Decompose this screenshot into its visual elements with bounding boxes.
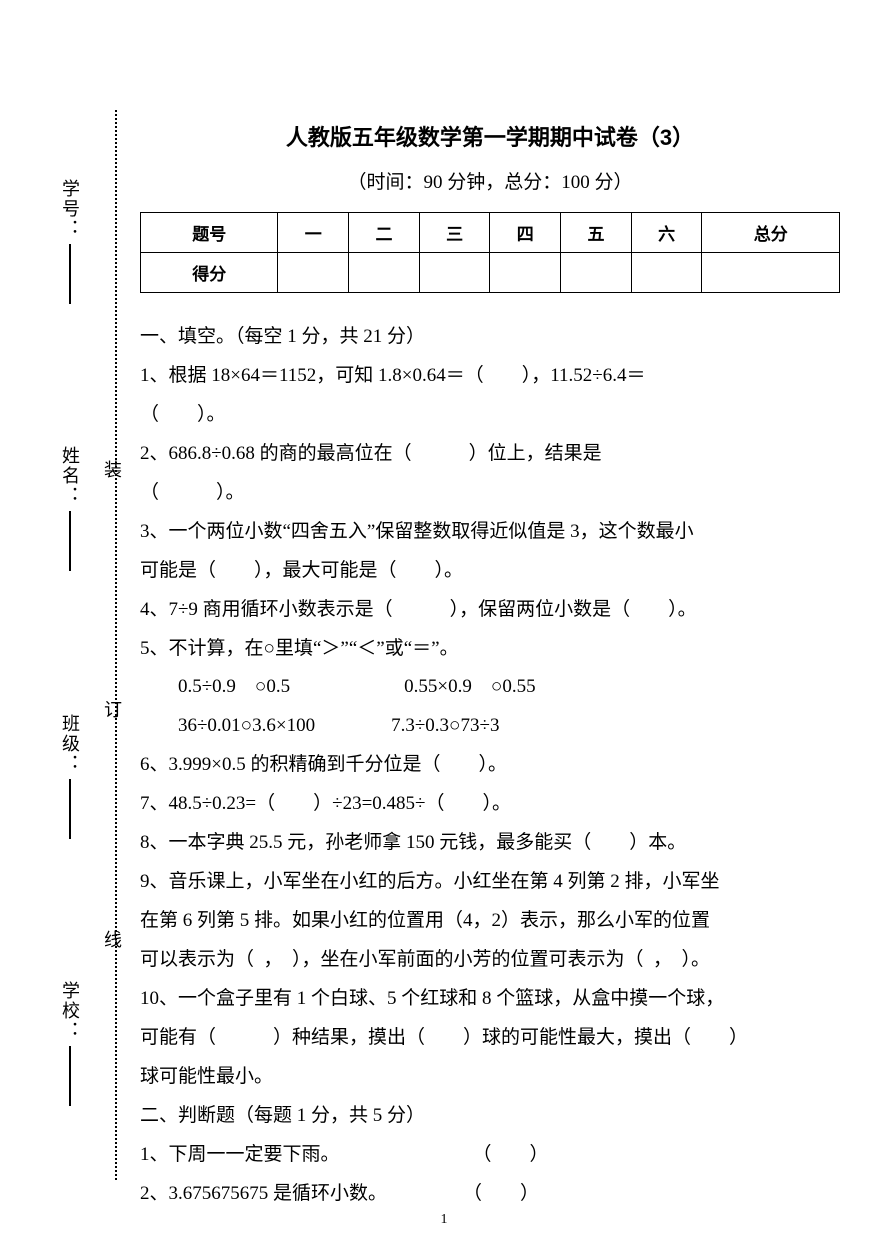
question-line: 10、一个盒子里有 1 个白球、5 个红球和 8 个篮球，从盒中摸一个球，	[140, 980, 840, 1019]
student-id-label: 学号：	[57, 179, 83, 239]
exam-title: 人教版五年级数学第一学期期中试卷（3）	[140, 120, 840, 152]
page-number: 1	[441, 1212, 448, 1228]
question-line: 1、根据 18×64＝1152，可知 1.8×0.64＝（ ），11.52÷6.…	[140, 357, 840, 396]
question-line: 3、一个两位小数“四舍五入”保留整数取得近似值是 3，这个数最小	[140, 513, 840, 552]
score-cell	[561, 253, 632, 293]
header-cell: 总分	[702, 213, 840, 253]
question-line: 可能有（ ）种结果，摸出（ ）球的可能性最大，摸出（ ）	[140, 1019, 840, 1058]
section-heading: 二、判断题（每题 1 分，共 5 分）	[140, 1097, 840, 1136]
question-line: 球可能性最小。	[140, 1058, 840, 1097]
question-line: （ ）。	[140, 396, 840, 435]
exam-subtitle: （时间：90 分钟，总分：100 分）	[140, 167, 840, 194]
header-cell: 一	[278, 213, 349, 253]
question-line: 在第 6 列第 5 排。如果小红的位置用（4，2）表示，那么小军的位置	[140, 902, 840, 941]
section-heading: 一、填空。（每空 1 分，共 21 分）	[140, 318, 840, 357]
school-line	[69, 1046, 71, 1106]
name-label: 姓名：	[57, 446, 83, 506]
question-line: （ ）。	[140, 474, 840, 513]
header-cell: 三	[419, 213, 490, 253]
header-cell: 五	[561, 213, 632, 253]
question-line: 1、下周一一定要下雨。 （ ）	[140, 1136, 840, 1175]
name-line	[69, 511, 71, 571]
question-line: 0.5÷0.9 ○0.5 0.55×0.9 ○0.55	[140, 668, 840, 707]
school-field: 学校：	[57, 981, 83, 1111]
class-label: 班级：	[57, 714, 83, 774]
score-cell	[631, 253, 702, 293]
question-line: 可以表示为（ ， ），坐在小军前面的小芳的位置可表示为（ ， ）。	[140, 941, 840, 980]
header-cell: 二	[349, 213, 420, 253]
score-cell	[349, 253, 420, 293]
questions-body: 一、填空。（每空 1 分，共 21 分） 1、根据 18×64＝1152，可知 …	[140, 318, 840, 1214]
school-label: 学校：	[57, 981, 83, 1041]
student-id-field: 学号：	[57, 179, 83, 309]
question-line: 36÷0.01○3.6×100 7.3÷0.3○73÷3	[140, 707, 840, 746]
question-line: 2、3.675675675 是循环小数。 （ ）	[140, 1175, 840, 1214]
student-id-line	[69, 244, 71, 304]
table-row: 得分	[141, 253, 840, 293]
row-label-cell: 得分	[141, 253, 278, 293]
question-line: 2、686.8÷0.68 的商的最高位在（ ）位上，结果是	[140, 435, 840, 474]
score-cell	[490, 253, 561, 293]
question-line: 9、音乐课上，小军坐在小红的后方。小红坐在第 4 列第 2 排，小军坐	[140, 863, 840, 902]
question-line: 可能是（ ），最大可能是（ ）。	[140, 552, 840, 591]
question-line: 7、48.5÷0.23=（ ）÷23=0.485÷（ ）。	[140, 785, 840, 824]
exam-content: 人教版五年级数学第一学期期中试卷（3） （时间：90 分钟，总分：100 分） …	[140, 120, 840, 1214]
binding-sidebar: 学号： 姓名： 班级： 学校：	[30, 110, 110, 1180]
header-cell: 四	[490, 213, 561, 253]
question-line: 5、不计算，在○里填“＞”“＜”或“＝”。	[140, 630, 840, 669]
score-cell	[702, 253, 840, 293]
class-line	[69, 779, 71, 839]
header-cell: 题号	[141, 213, 278, 253]
header-cell: 六	[631, 213, 702, 253]
question-line: 4、7÷9 商用循环小数表示是（ ），保留两位小数是（ ）。	[140, 591, 840, 630]
score-cell	[278, 253, 349, 293]
binding-dotted-line	[115, 110, 117, 1180]
score-table: 题号 一 二 三 四 五 六 总分 得分	[140, 212, 840, 293]
question-line: 8、一本字典 25.5 元，孙老师拿 150 元钱，最多能买（ ）本。	[140, 824, 840, 863]
class-field: 班级：	[57, 714, 83, 844]
name-field: 姓名：	[57, 446, 83, 576]
table-row: 题号 一 二 三 四 五 六 总分	[141, 213, 840, 253]
score-cell	[419, 253, 490, 293]
question-line: 6、3.999×0.5 的积精确到千分位是（ ）。	[140, 746, 840, 785]
